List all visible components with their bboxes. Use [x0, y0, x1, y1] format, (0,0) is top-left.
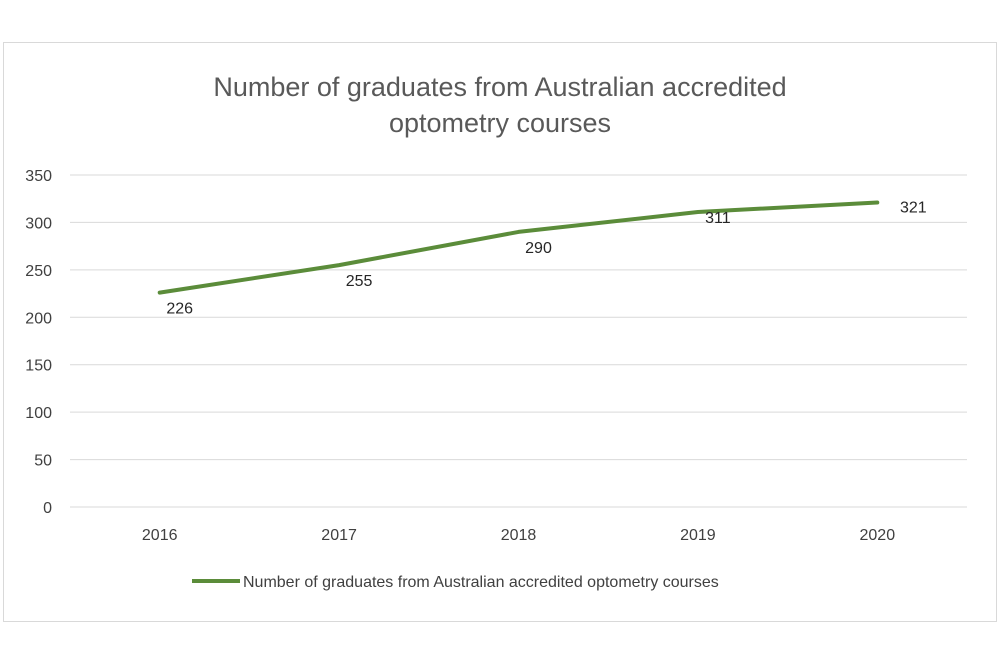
data-point	[159, 292, 161, 294]
gridlines	[70, 174, 967, 508]
y-tick-label: 250	[25, 263, 52, 280]
data-labels: 226 255 290 311 321	[166, 200, 926, 318]
data-label: 226	[166, 301, 193, 318]
x-tick-label: 2019	[680, 527, 716, 544]
y-tick-label: 350	[25, 168, 52, 185]
chart-title: Number of graduates from Australian accr…	[213, 72, 786, 138]
y-tick-label: 200	[25, 310, 52, 327]
data-label: 290	[525, 240, 552, 257]
data-point	[697, 211, 699, 213]
y-tick-label: 0	[43, 500, 52, 517]
series-line	[157, 200, 880, 295]
legend-label: Number of graduates from Australian accr…	[243, 574, 719, 591]
x-tick-label: 2016	[142, 527, 178, 544]
y-tick-label: 300	[25, 215, 52, 232]
x-tick-label: 2020	[860, 527, 896, 544]
chart-title-line-2: optometry courses	[389, 108, 611, 138]
chart-title-line-1: Number of graduates from Australian accr…	[213, 72, 786, 102]
data-label: 321	[900, 200, 927, 217]
y-axis-ticks: 0 50 100 150 200 250 300 350	[25, 168, 52, 517]
legend: Number of graduates from Australian accr…	[192, 574, 719, 591]
series-layer	[157, 200, 880, 295]
x-tick-label: 2017	[321, 527, 357, 544]
x-axis-ticks: 2016 2017 2018 2019 2020	[142, 527, 895, 544]
data-point	[876, 202, 878, 204]
y-tick-label: 100	[25, 405, 52, 422]
data-point	[338, 264, 340, 266]
data-label: 311	[705, 210, 731, 227]
x-tick-label: 2018	[501, 527, 537, 544]
chart-frame	[3, 42, 997, 622]
y-tick-label: 150	[25, 358, 52, 375]
data-label: 255	[346, 273, 373, 290]
data-point	[518, 231, 519, 233]
y-tick-label: 50	[34, 453, 52, 470]
